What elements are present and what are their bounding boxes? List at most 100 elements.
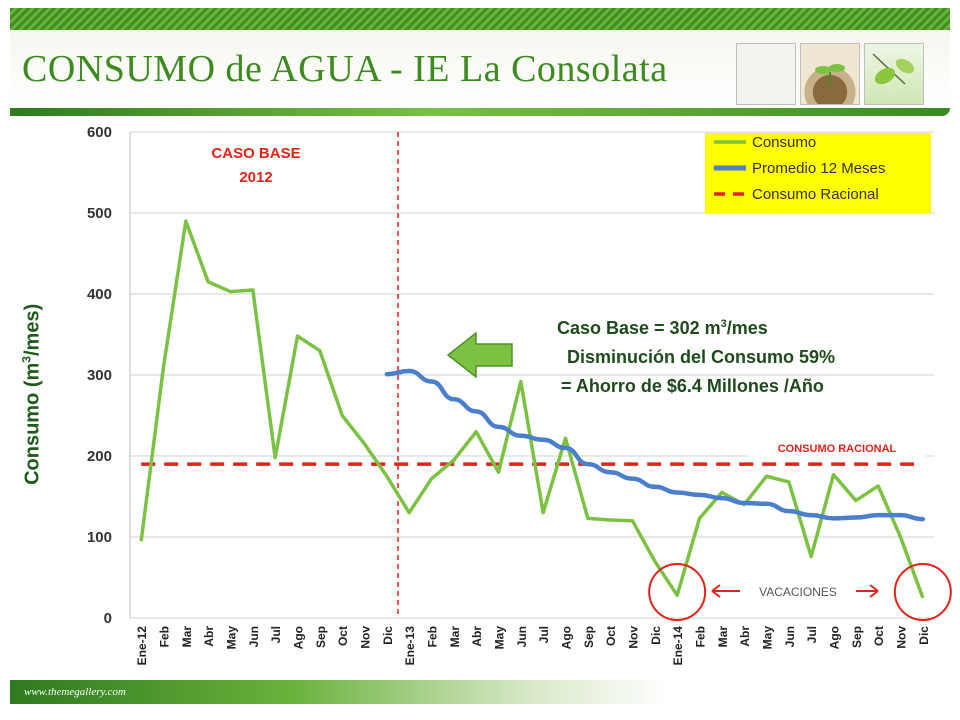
info-caso-base: Caso Base = 302 m3/mes — [557, 318, 768, 338]
legend-label: Consumo — [752, 134, 816, 151]
x-tick-label: Mar — [448, 626, 462, 648]
vacaciones-arrow-right — [856, 584, 879, 598]
data-point-consumo — [498, 471, 499, 473]
data-point-consumo — [274, 457, 276, 459]
x-tick-label: Dic — [917, 626, 931, 645]
y-tick-label: 400 — [87, 286, 112, 303]
racional-label: CONSUMO RACIONAL — [778, 443, 897, 455]
data-point-consumo — [341, 415, 343, 416]
data-point-consumo — [475, 431, 477, 433]
data-point-consumo — [565, 437, 566, 439]
x-tick-label: Dic — [649, 626, 663, 645]
series-promedio-12-meses — [384, 368, 926, 522]
vacaciones-circle — [648, 563, 707, 621]
x-tick-label: Sep — [582, 626, 596, 648]
data-point-consumo — [140, 540, 142, 542]
sprout-icon — [815, 64, 845, 86]
x-tick-label: Ago — [292, 626, 306, 649]
header-photo-leaves — [864, 43, 924, 105]
header-divider — [10, 108, 950, 116]
x-tick-label: Jun — [515, 626, 529, 647]
legend-box — [705, 133, 931, 213]
data-point-consumo — [185, 220, 187, 222]
x-tick-label: Jul — [805, 626, 819, 643]
x-tick-label: Jun — [783, 626, 797, 647]
vacaciones-label: VACACIONES — [759, 585, 837, 599]
data-point-consumo — [230, 291, 231, 293]
x-tick-label: Ene-12 — [135, 626, 149, 666]
x-tick-label: Oct — [336, 626, 350, 646]
x-tick-label: Sep — [314, 626, 328, 648]
x-tick-label: Ene-14 — [671, 626, 685, 666]
data-point-consumo — [207, 281, 209, 283]
page-title: CONSUMO de AGUA - IE La Consolata — [22, 48, 668, 90]
data-point-consumo — [788, 481, 790, 483]
x-tick-label: Jul — [537, 626, 551, 643]
data-point-consumo — [542, 512, 544, 514]
x-tick-label: Jun — [247, 626, 261, 647]
y-axis-title: Consumo (m3/mes) — [19, 303, 44, 485]
x-tick-label: Abr — [738, 626, 752, 647]
header-photo-blank — [736, 43, 796, 105]
x-tick-label: Nov — [359, 626, 373, 649]
legend-label: Promedio 12 Meses — [752, 160, 885, 177]
data-point-consumo — [900, 536, 901, 538]
header-stripe — [10, 8, 950, 30]
y-tick-label: 0 — [104, 610, 112, 627]
data-point-consumo — [364, 443, 365, 445]
info-disminucion: Disminución del Consumo 59% — [567, 347, 835, 367]
data-point-consumo — [721, 491, 723, 493]
x-tick-label: Mar — [716, 626, 730, 648]
x-tick-label: Sep — [850, 626, 864, 648]
data-point-consumo — [654, 560, 656, 562]
x-tick-label: Abr — [202, 626, 216, 647]
data-point-consumo — [877, 485, 879, 487]
data-point-consumo — [699, 517, 700, 519]
legend-label: Consumo Racional — [752, 186, 879, 203]
data-point-consumo — [431, 478, 432, 480]
x-tick-label: Feb — [158, 626, 172, 647]
x-tick-label: Ago — [828, 626, 842, 649]
data-point-consumo — [453, 459, 455, 461]
data-point-consumo — [163, 366, 164, 368]
x-tick-label: Nov — [895, 626, 909, 649]
x-tick-label: Ago — [560, 626, 574, 649]
data-point-consumo — [766, 475, 767, 477]
y-tick-label: 100 — [87, 529, 112, 546]
data-point-consumo — [252, 289, 254, 291]
x-tick-label: May — [225, 626, 239, 650]
data-point-consumo — [520, 380, 522, 382]
data-point-consumo — [810, 555, 812, 557]
x-tick-label: Nov — [627, 626, 641, 649]
data-point-consumo — [676, 594, 678, 596]
y-tick-label: 300 — [87, 367, 112, 384]
vacaciones-circle — [893, 563, 952, 621]
x-tick-label: Dic — [381, 626, 395, 645]
data-point-consumo — [386, 475, 388, 477]
caso-base-label: CASO BASE — [211, 145, 300, 162]
x-tick-label: Abr — [470, 626, 484, 647]
data-point-consumo — [609, 519, 611, 521]
x-tick-label: Ene-13 — [403, 626, 417, 666]
leaf-icon — [872, 53, 915, 85]
x-tick-label: Mar — [180, 626, 194, 648]
x-tick-label: Jul — [269, 626, 283, 643]
x-tick-label: Feb — [426, 626, 440, 647]
data-point-consumo — [587, 517, 589, 519]
vacaciones-arrow-left — [711, 584, 740, 598]
footer-url: www.themegallery.com — [24, 686, 126, 698]
y-tick-label: 500 — [87, 205, 112, 222]
data-point-consumo — [922, 597, 924, 599]
data-point-consumo — [319, 350, 321, 352]
data-point-consumo — [855, 500, 857, 502]
info-ahorro: = Ahorro de $6.4 Millones /Año — [561, 376, 824, 396]
x-tick-label: Oct — [872, 626, 886, 646]
x-tick-label: Feb — [694, 626, 708, 647]
data-point-consumo — [833, 474, 834, 476]
data-point-consumo — [632, 520, 633, 522]
racional-label-bg — [748, 436, 926, 458]
data-point-consumo — [297, 335, 298, 337]
data-point-consumo — [408, 512, 410, 514]
x-tick-label: May — [761, 626, 775, 650]
